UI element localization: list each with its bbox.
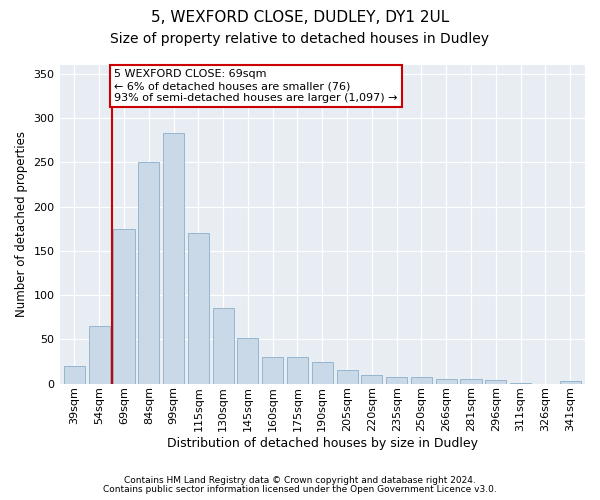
Text: Size of property relative to detached houses in Dudley: Size of property relative to detached ho… <box>110 32 490 46</box>
Bar <box>386 376 407 384</box>
Y-axis label: Number of detached properties: Number of detached properties <box>15 132 28 318</box>
Bar <box>361 375 382 384</box>
Text: 5 WEXFORD CLOSE: 69sqm
← 6% of detached houses are smaller (76)
93% of semi-deta: 5 WEXFORD CLOSE: 69sqm ← 6% of detached … <box>114 70 398 102</box>
Text: Contains HM Land Registry data © Crown copyright and database right 2024.: Contains HM Land Registry data © Crown c… <box>124 476 476 485</box>
Bar <box>89 326 110 384</box>
Bar <box>436 379 457 384</box>
Bar <box>411 376 432 384</box>
Bar <box>163 133 184 384</box>
Bar <box>113 229 134 384</box>
Bar <box>212 308 233 384</box>
Text: 5, WEXFORD CLOSE, DUDLEY, DY1 2UL: 5, WEXFORD CLOSE, DUDLEY, DY1 2UL <box>151 10 449 25</box>
Bar <box>560 381 581 384</box>
X-axis label: Distribution of detached houses by size in Dudley: Distribution of detached houses by size … <box>167 437 478 450</box>
Bar <box>238 338 259 384</box>
Bar <box>287 357 308 384</box>
Bar <box>485 380 506 384</box>
Bar <box>138 162 160 384</box>
Text: Contains public sector information licensed under the Open Government Licence v3: Contains public sector information licen… <box>103 485 497 494</box>
Bar <box>510 383 531 384</box>
Bar <box>262 357 283 384</box>
Bar <box>460 379 482 384</box>
Bar <box>312 362 333 384</box>
Bar <box>188 233 209 384</box>
Bar <box>337 370 358 384</box>
Bar <box>64 366 85 384</box>
